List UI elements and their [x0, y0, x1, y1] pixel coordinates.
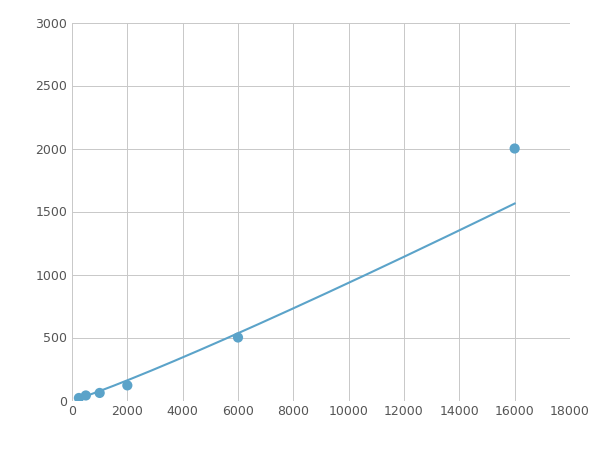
Point — [74, 394, 84, 401]
Point — [510, 145, 520, 152]
Point — [233, 334, 243, 341]
Point — [122, 382, 132, 389]
Point — [81, 392, 91, 399]
Point — [95, 389, 104, 396]
